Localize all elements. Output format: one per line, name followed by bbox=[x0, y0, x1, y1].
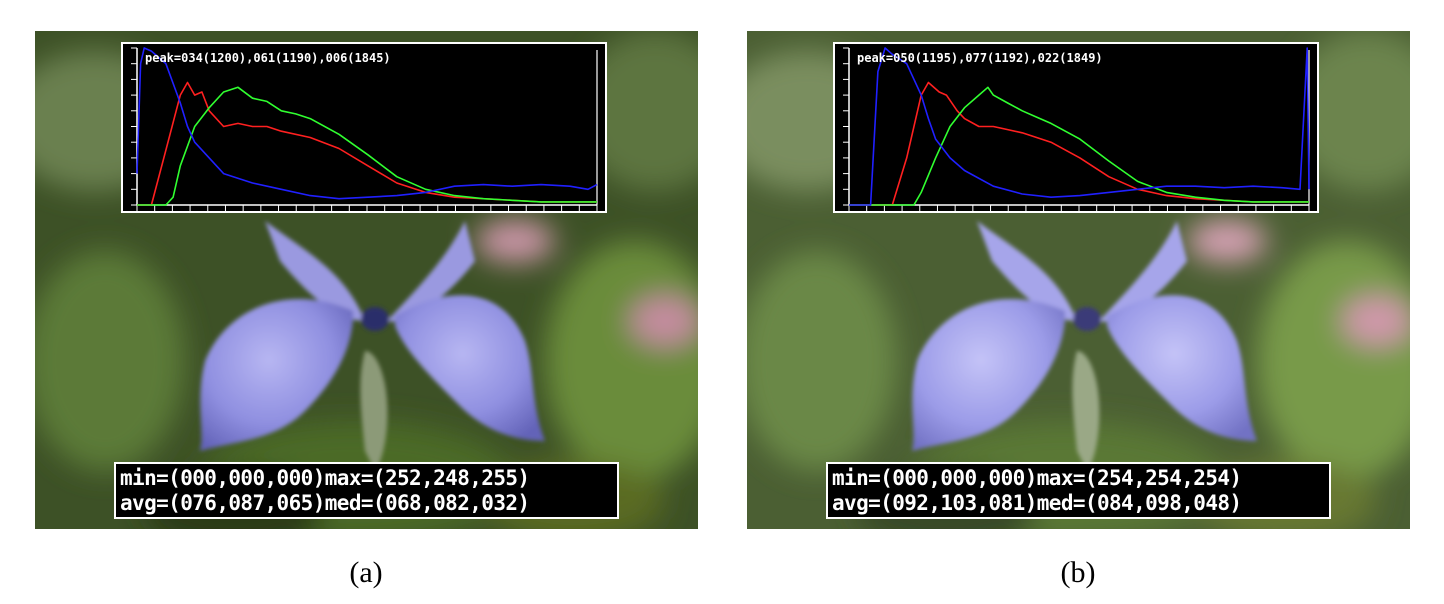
peak-label: peak=034(1200),061(1190),006(1845) bbox=[145, 51, 391, 65]
caption-a: (a) bbox=[349, 556, 383, 589]
stats-avg-med: avg=(076,087,065)med=(068,082,032) bbox=[120, 491, 530, 515]
series-green-line bbox=[849, 86, 1309, 206]
series-blue-line bbox=[849, 47, 1310, 206]
series-blue-line bbox=[136, 47, 598, 200]
series-red-line bbox=[137, 81, 597, 206]
histogram-box: peak=034(1200),061(1190),006(1845) bbox=[121, 42, 607, 213]
stats-min-max: min=(000,000,000)max=(254,254,254) bbox=[832, 466, 1242, 490]
figure-panel-b: peak=050(1195),077(1192),022(1849) min=(… bbox=[747, 31, 1410, 529]
series-green-line bbox=[137, 86, 597, 206]
caption-b: (b) bbox=[1060, 556, 1096, 589]
series-red-line bbox=[849, 81, 1309, 206]
histogram-chart bbox=[131, 47, 598, 211]
stats-avg-med: avg=(092,103,081)med=(084,098,048) bbox=[832, 491, 1242, 515]
stats-min-max: min=(000,000,000)max=(252,248,255) bbox=[120, 466, 530, 490]
stats-box: min=(000,000,000)max=(252,248,255) avg=(… bbox=[114, 462, 619, 519]
histogram-box: peak=050(1195),077(1192),022(1849) bbox=[833, 42, 1319, 213]
stats-box: min=(000,000,000)max=(254,254,254) avg=(… bbox=[826, 462, 1331, 519]
figure-panel-a: peak=034(1200),061(1190),006(1845) min=(… bbox=[35, 31, 698, 529]
peak-label: peak=050(1195),077(1192),022(1849) bbox=[857, 51, 1103, 65]
histogram-chart bbox=[843, 47, 1310, 211]
